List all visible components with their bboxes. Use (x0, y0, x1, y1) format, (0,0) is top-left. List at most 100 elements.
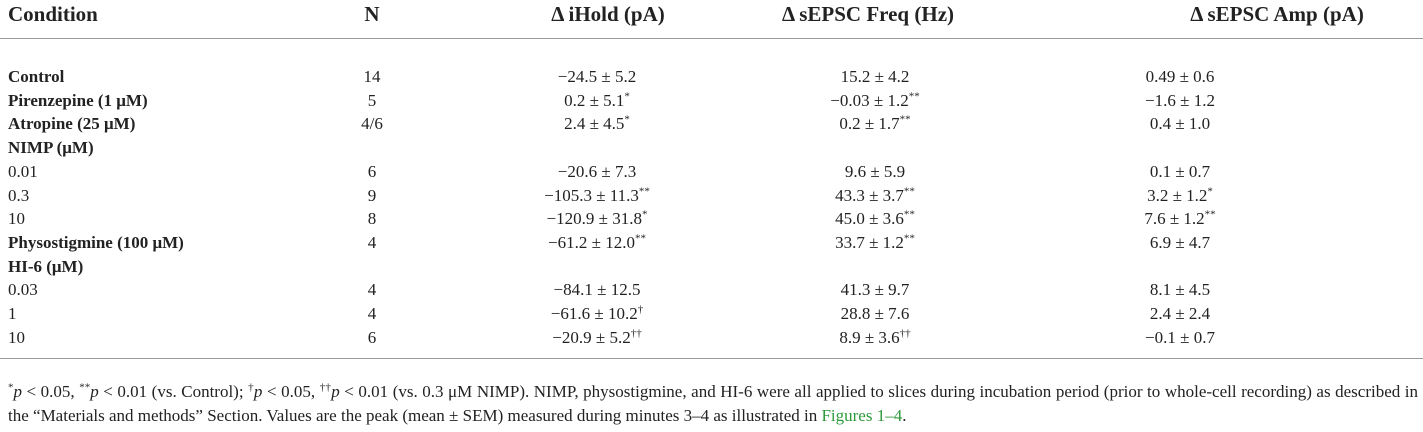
cell-value: −0.1 ± 0.7 (1145, 327, 1215, 347)
cell: 4/6 (361, 114, 383, 134)
cell-value: 45.0 ± 3.6 (835, 209, 904, 229)
cell-value: 8.9 ± 3.6 (839, 327, 900, 347)
cell-value: 0.1 ± 0.7 (1149, 161, 1211, 181)
cell-value: −20.9 ± 5.2 (552, 327, 631, 347)
cell-value: −0.03 ± 1.2 (830, 90, 909, 110)
cell-value: 0.4 ± 1.0 (1149, 114, 1211, 134)
cell: 28.8 ± 7.6 (841, 304, 910, 324)
row-label: Pirenzepine (1 μM) (8, 90, 148, 110)
footnote-text: p (253, 382, 263, 401)
cell-value: 7.6 ± 1.2 (1144, 209, 1205, 229)
cell: 8.1 ± 4.5 (1150, 280, 1210, 300)
cell-value: 2.4 ± 4.5 (564, 114, 625, 134)
footnote-text: < 0.01 (vs. Control); (98, 382, 249, 401)
header-rule (0, 38, 1423, 39)
cell-value: 3.2 ± 1.2 (1147, 185, 1208, 205)
cell: −24.5 ± 5.2 (558, 67, 636, 87)
cell-value: −61.2 ± 12.0 (548, 232, 635, 252)
row-label: 1 (8, 304, 17, 323)
cell-value: 41.3 ± 9.7 (840, 280, 910, 300)
cell-value: −20.6 ± 7.3 (557, 161, 637, 181)
cell: 9.6 ± 5.9 (845, 162, 905, 182)
footnote-text: † (248, 381, 254, 394)
column-header: Δ sEPSC Freq (Hz) (781, 2, 955, 26)
cell: 9 (367, 185, 377, 205)
row-label: Atropine (25 μM) (8, 114, 136, 134)
cell-value: 6.9 ± 4.7 (1149, 232, 1211, 252)
row-label: 0.3 (8, 185, 30, 205)
cell: 43.3 ± 3.7** (835, 184, 915, 206)
cell: −20.6 ± 7.3 (558, 162, 636, 182)
cell: 4 (367, 280, 377, 300)
column-header: Δ sEPSC Amp (pA) (1190, 2, 1364, 26)
footnote-text: p (331, 382, 340, 401)
cell: 0.2 ± 5.1* (564, 91, 630, 111)
significance-mark: †† (630, 327, 642, 340)
cell: 4 (367, 232, 377, 252)
cell-value: 15.2 ± 4.2 (840, 67, 910, 86)
significance-mark: ** (634, 232, 646, 245)
row-label: NIMP (μM) (8, 138, 94, 158)
footnote-text: p (13, 382, 23, 401)
significance-mark: * (624, 113, 630, 126)
row-label: 10 (8, 209, 25, 229)
footnote-text: . (902, 406, 907, 425)
cell-value: −61.6 ± 10.2 (550, 304, 638, 323)
cell-value: −84.1 ± 12.5 (553, 280, 641, 300)
cell: 4 (367, 304, 377, 323)
cell: 5 (367, 90, 377, 110)
cell: −0.1 ± 0.7 (1145, 328, 1215, 348)
cell-value: 28.8 ± 7.6 (840, 304, 910, 323)
cell: −120.9 ± 31.8* (547, 209, 648, 229)
cell: 0.1 ± 0.7 (1150, 162, 1210, 182)
cell-value: 0.49 ± 0.6 (1145, 67, 1215, 86)
cell: 2.4 ± 4.5* (564, 114, 630, 134)
row-label: Physostigmine (100 μM) (8, 232, 184, 252)
significance-mark: * (624, 90, 630, 103)
significance-mark: * (641, 208, 648, 221)
cell: 41.3 ± 9.7 (841, 280, 910, 300)
significance-mark: ** (908, 90, 920, 103)
row-label: 0.03 (8, 280, 38, 300)
significance-mark: * (1207, 184, 1213, 197)
cell: 6 (367, 327, 377, 347)
cell: 45.0 ± 3.6** (835, 209, 915, 229)
cell-value: −105.3 ± 11.3 (544, 185, 639, 205)
significance-mark: ** (638, 184, 650, 197)
footnote-text: p (90, 382, 99, 401)
significance-mark: † (637, 303, 644, 316)
cell: 33.7 ± 1.2** (835, 233, 915, 253)
cell: 6.9 ± 4.7 (1150, 233, 1210, 253)
cell: 6 (367, 161, 377, 181)
significance-mark: ** (903, 184, 915, 197)
figure-link[interactable]: Figures 1–4 (821, 406, 903, 425)
cell: 14 (363, 67, 381, 86)
column-header: Condition (8, 2, 98, 26)
column-header: N (364, 2, 380, 26)
cell-value: 2.4 ± 2.4 (1149, 304, 1211, 323)
cell: −1.6 ± 1.2 (1145, 91, 1215, 111)
cell: 3.2 ± 1.2* (1147, 184, 1213, 206)
cell: 7.6 ± 1.2** (1144, 209, 1215, 229)
cell-value: 43.3 ± 3.7 (835, 185, 904, 205)
bottom-rule (0, 358, 1423, 359)
cell: −0.03 ± 1.2** (830, 91, 919, 111)
footnote-text: < 0.01 (vs. 0.3 μM NIMP). NIMP, physosti… (8, 382, 1419, 425)
cell: 0.2 ± 1.7** (839, 114, 910, 134)
cell: 0.49 ± 0.6 (1146, 67, 1215, 87)
cell-value: 33.7 ± 1.2 (835, 232, 904, 252)
significance-mark: ** (903, 208, 915, 221)
cell: 2.4 ± 2.4 (1150, 304, 1210, 324)
footnote-text: ** (79, 381, 91, 394)
row-label: Control (8, 67, 65, 86)
significance-mark: †† (899, 327, 911, 340)
column-header: Δ iHold (pA) (551, 2, 665, 26)
cell: −61.6 ± 10.2† (551, 304, 643, 324)
significance-mark: ** (903, 232, 915, 245)
row-label: HI-6 (μM) (8, 256, 84, 276)
cell: 15.2 ± 4.2 (841, 67, 910, 87)
cell: −61.2 ± 12.0** (548, 233, 646, 253)
row-label: 10 (8, 327, 25, 347)
footnote: *p < 0.05, **p < 0.01 (vs. Control); †p … (8, 380, 1418, 428)
